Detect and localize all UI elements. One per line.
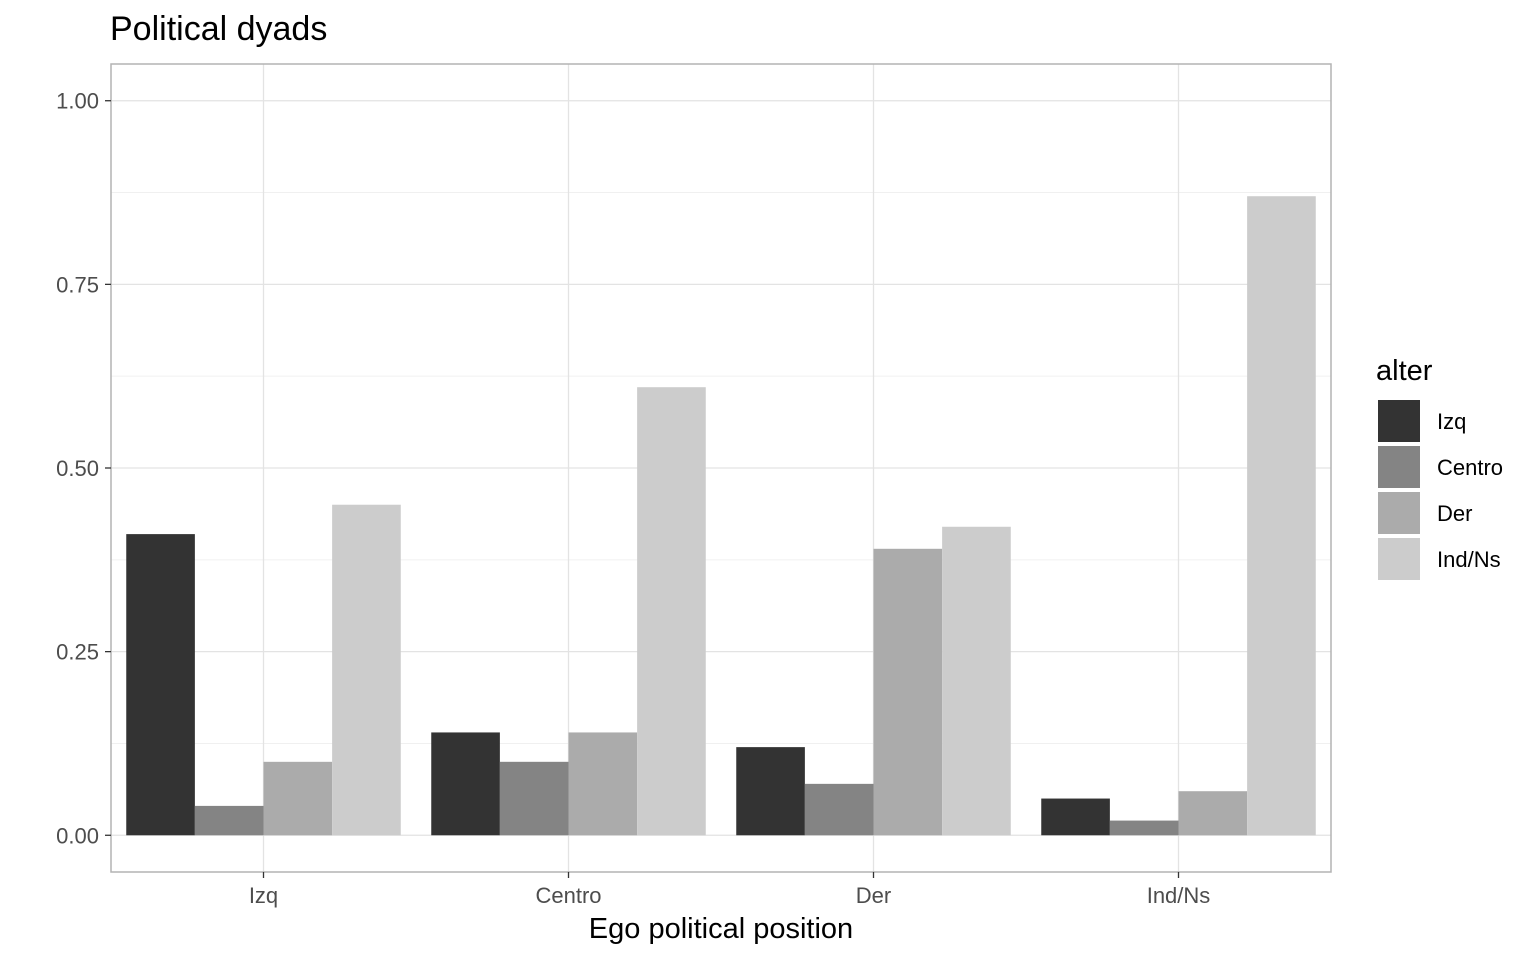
bar [126, 534, 195, 836]
legend-swatch [1378, 446, 1420, 488]
bar [873, 548, 943, 836]
bar [804, 783, 874, 836]
legend-swatch [1378, 400, 1420, 442]
bar [1247, 196, 1316, 836]
x-tick-label: Izq [249, 883, 278, 908]
bar [499, 761, 569, 836]
bar [637, 387, 706, 836]
legend-label: Ind/Ns [1437, 547, 1501, 572]
chart-title: Political dyads [110, 10, 327, 48]
bar [942, 526, 1011, 836]
bar [1178, 791, 1248, 836]
y-tick-label: 1.00 [56, 89, 99, 114]
x-tick-label: Ind/Ns [1147, 883, 1211, 908]
grid-minor [111, 192, 1331, 744]
y-tick-label: 0.25 [56, 640, 99, 665]
bar [568, 732, 638, 836]
bars [126, 196, 1316, 836]
legend-label: Izq [1437, 409, 1466, 434]
x-axis-title: Ego political position [589, 913, 853, 945]
bar [1041, 798, 1110, 836]
bar [431, 732, 500, 836]
bar [1109, 820, 1179, 836]
y-axis: 0.00 0.25 0.50 0.75 1.00 [56, 89, 111, 848]
bar [263, 761, 333, 836]
legend-swatch [1378, 492, 1420, 534]
bar [194, 805, 264, 836]
legend-title: alter [1376, 355, 1433, 387]
bar [332, 504, 401, 836]
y-tick-label: 0.50 [56, 456, 99, 481]
bar [736, 747, 805, 836]
legend-label: Centro [1437, 455, 1503, 480]
y-tick-label: 0.00 [56, 823, 99, 848]
legend: alter Izq Centro Der Ind/Ns [1376, 355, 1503, 580]
x-tick-label: Centro [535, 883, 601, 908]
legend-label: Der [1437, 501, 1472, 526]
legend-swatch [1378, 538, 1420, 580]
x-tick-label: Der [856, 883, 891, 908]
x-axis: Izq Centro Der Ind/Ns [249, 872, 1210, 908]
y-tick-label: 0.75 [56, 272, 99, 297]
